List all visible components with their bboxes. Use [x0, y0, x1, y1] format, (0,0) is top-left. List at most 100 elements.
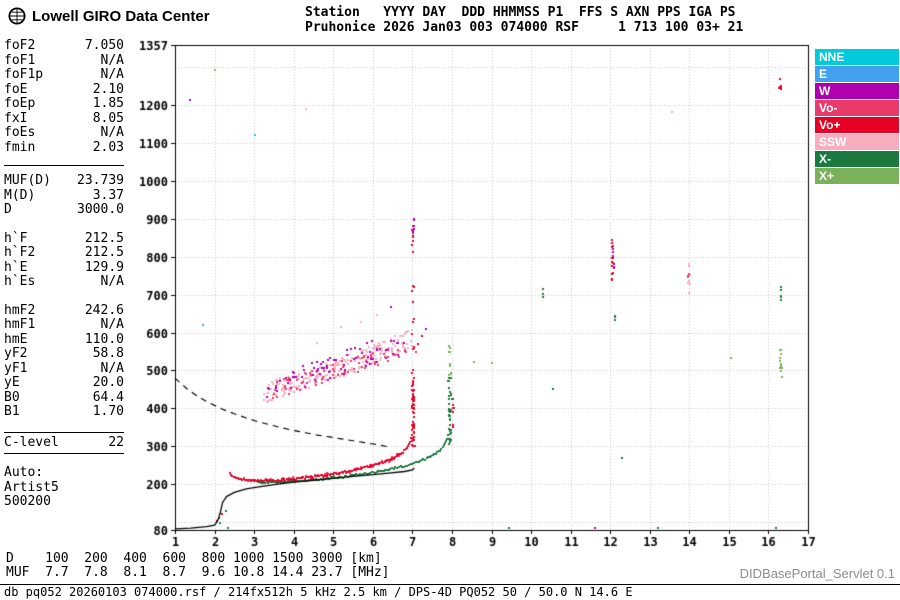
param-value: 242.6	[84, 302, 124, 318]
param-value: 7.050	[84, 38, 124, 53]
autoscaling-info: Auto: Artist5 500200	[4, 465, 124, 510]
param-row-hf2: h`F2 212.5	[4, 245, 124, 261]
param-label: foEs	[4, 125, 36, 140]
param-row-fof1p: foF1p N/A	[4, 67, 124, 83]
param-value: N/A	[100, 125, 124, 140]
param-value: 129.9	[84, 259, 124, 275]
legend-item-x: X+	[815, 168, 899, 184]
param-group: hmF2 242.6 hmF1 N/A hmE 110.0 yF2 58.8 yF1 N/A yE 2…	[4, 302, 124, 420]
param-value: N/A	[100, 360, 124, 376]
param-row-foes: foEs N/A	[4, 125, 124, 141]
param-label: B1	[4, 404, 20, 419]
param-row-md: M(D) 3.37	[4, 187, 124, 204]
param-label: foF2	[4, 38, 36, 53]
station-header-labels: Station YYYY DAY DDD HHMMSS P1 FFS S AXN…	[305, 5, 736, 20]
param-group: h`F 212.5 h`F2 212.5 h`E 129.9 h`Es N/A	[4, 230, 124, 290]
param-row-fmin: fmin 2.03	[4, 139, 124, 156]
param-row-fof2: foF2 7.050	[4, 38, 124, 54]
param-label: C-level	[4, 434, 59, 450]
status-bar: db pq052 20260103 074000.rsf / 214fx512h…	[0, 584, 900, 600]
autoscaling-line: Artist5	[4, 479, 59, 495]
param-label: fxI	[4, 110, 28, 126]
param-label: h`F	[4, 230, 28, 246]
param-value: 110.0	[84, 331, 124, 347]
muf-table-distance-row: D 100 200 400 600 800 1000 1500 3000 [km…	[6, 551, 382, 566]
param-label: hmF2	[4, 302, 36, 318]
param-row-b0: B0 64.4	[4, 389, 124, 406]
param-label: hmF1	[4, 317, 36, 332]
legend-item-ssw: SSW	[815, 134, 899, 150]
param-label: yF1	[4, 360, 28, 376]
param-value: N/A	[100, 52, 124, 68]
station-header-values: Pruhonice 2026 Jan03 003 074000 RSF 1 71…	[305, 20, 744, 35]
autoscaling-title: Auto:	[4, 465, 44, 480]
param-row-hf: h`F 212.5	[4, 230, 124, 247]
param-label: foF1	[4, 52, 36, 68]
legend-item-vo: Vo+	[815, 117, 899, 133]
brand-title: Lowell GIRO Data Center	[32, 7, 210, 25]
param-label: yF2	[4, 346, 28, 361]
param-row-hmf1: hmF1 N/A	[4, 317, 124, 333]
param-row-b1: B1 1.70	[4, 404, 124, 420]
param-value: 2.03	[92, 139, 124, 155]
param-label: h`F2	[4, 245, 36, 260]
param-label: foE	[4, 81, 28, 97]
direction-legend: NNE E W Vo- Vo+ SSW X- X+	[815, 49, 899, 185]
param-value: 22	[108, 434, 124, 450]
legend-item-vo: Vo-	[815, 100, 899, 116]
param-row-clevel: C-level 22	[4, 434, 124, 451]
param-label: foEp	[4, 96, 36, 111]
param-value: 64.4	[92, 389, 124, 405]
legend-item-x: X-	[815, 151, 899, 167]
param-row-hme: hmE 110.0	[4, 331, 124, 348]
param-value: 212.5	[84, 230, 124, 246]
param-label: D	[4, 202, 12, 217]
param-row-fof1: foF1 N/A	[4, 52, 124, 69]
param-value: N/A	[100, 317, 124, 332]
param-row-foe: foE 2.10	[4, 81, 124, 98]
param-group: C-level 22	[4, 431, 124, 454]
autoscaling-line: 500200	[4, 494, 51, 509]
param-value: 20.0	[92, 375, 124, 390]
ionogram-plot	[125, 35, 821, 557]
legend-item-e: E	[815, 66, 899, 82]
param-value: 3000.0	[77, 202, 124, 217]
param-value: 1.70	[92, 404, 124, 419]
param-label: fmin	[4, 139, 36, 155]
param-label: MUF(D)	[4, 173, 51, 188]
param-label: M(D)	[4, 187, 36, 203]
param-value: 3.37	[92, 187, 124, 203]
param-label: B0	[4, 389, 20, 405]
param-label: h`E	[4, 259, 28, 275]
param-value: 212.5	[84, 245, 124, 260]
param-row-ye: yE 20.0	[4, 375, 124, 391]
param-row-hes: h`Es N/A	[4, 274, 124, 290]
param-group: foF2 7.050 foF1 N/A foF1p N/A foE 2.10 foEp 1.85 f…	[4, 38, 124, 156]
param-row-fxi: fxI 8.05	[4, 110, 124, 127]
parameter-panel: foF2 7.050 foF1 N/A foF1p N/A foE 2.10 foEp 1.85 f…	[4, 38, 124, 510]
param-value: 8.05	[92, 110, 124, 126]
legend-item-nne: NNE	[815, 49, 899, 65]
muf-table: D 100 200 400 600 800 1000 1500 3000 [km…	[6, 552, 390, 580]
station-header: Station YYYY DAY DDD HHMMSS P1 FFS S AXN…	[305, 5, 743, 35]
param-label: h`Es	[4, 274, 36, 289]
param-value: N/A	[100, 67, 124, 82]
param-group: MUF(D) 23.739 M(D) 3.37 D 3000.0	[4, 165, 124, 218]
param-value: 2.10	[92, 81, 124, 97]
param-row-he: h`E 129.9	[4, 259, 124, 276]
param-row-mufd: MUF(D) 23.739	[4, 173, 124, 189]
legend-item-w: W	[815, 83, 899, 99]
param-value: 1.85	[92, 96, 124, 111]
param-label: hmE	[4, 331, 28, 347]
param-label: foF1p	[4, 67, 44, 82]
brand: Lowell GIRO Data Center	[8, 7, 210, 25]
giro-logo-icon	[8, 7, 26, 25]
param-row-yf1: yF1 N/A	[4, 360, 124, 377]
param-value: 23.739	[77, 173, 124, 188]
param-value: N/A	[100, 274, 124, 289]
servlet-version-label: DIDBasePortal_Servlet 0.1	[739, 566, 895, 581]
muf-table-muf-row: MUF 7.7 7.8 8.1 8.7 9.6 10.8 14.4 23.7 […	[6, 565, 390, 580]
param-row-yf2: yF2 58.8	[4, 346, 124, 362]
param-value: 58.8	[92, 346, 124, 361]
